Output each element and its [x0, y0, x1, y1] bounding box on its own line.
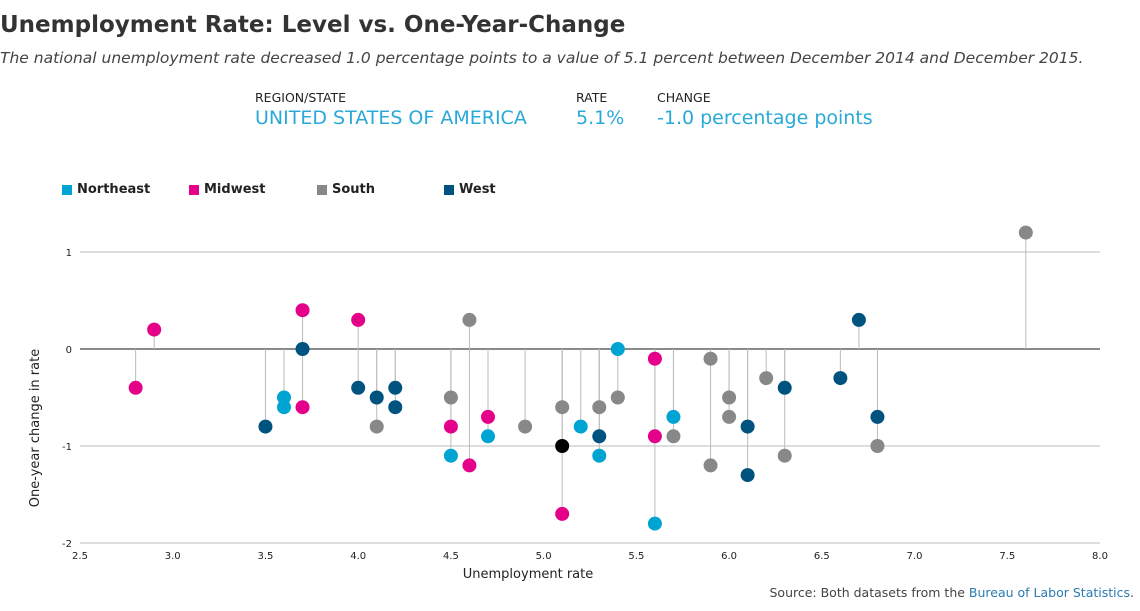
x-tick-label: 5.0 — [536, 551, 552, 562]
y-tick-label: 0 — [66, 345, 72, 356]
source-link[interactable]: Bureau of Labor Statistics — [968, 585, 1131, 600]
y-tick-label: -1 — [62, 442, 72, 453]
data-point-national — [555, 439, 570, 453]
data-point-midwest — [351, 312, 366, 327]
data-point-south — [722, 390, 737, 405]
legend-item-west[interactable]: West — [444, 182, 496, 197]
legend-label-south: South — [332, 182, 376, 197]
legend-label-west: West — [459, 182, 496, 197]
data-point-midwest — [147, 322, 162, 337]
x-tick-label: 4.5 — [443, 551, 459, 562]
data-point-northeast — [277, 400, 291, 415]
source-suffix: . — [1130, 585, 1134, 600]
summary-change: CHANGE -1.0 percentage points — [657, 90, 873, 129]
legend-swatch-south — [317, 184, 327, 195]
data-point-west — [351, 380, 366, 395]
data-point-northeast — [666, 409, 681, 424]
data-point-west — [833, 371, 848, 386]
data-point-south — [518, 419, 533, 434]
region-label: REGION/STATE — [255, 90, 347, 105]
change-label: CHANGE — [657, 90, 711, 105]
data-point-west — [851, 312, 866, 327]
data-point-south — [722, 409, 737, 424]
x-tick-label: 6.0 — [721, 551, 737, 562]
x-tick-label: 5.5 — [628, 551, 644, 562]
data-point-midwest — [295, 400, 310, 415]
data-point-south — [870, 439, 885, 453]
legend-item-midwest[interactable]: Midwest — [189, 182, 265, 197]
data-point-midwest — [462, 458, 477, 473]
legend-swatch-west — [444, 184, 454, 195]
data-point-midwest — [128, 380, 143, 395]
data-point-south — [777, 448, 792, 463]
x-tick-label: 3.0 — [165, 551, 181, 562]
summary-rate: RATE 5.1% — [576, 90, 624, 129]
data-point-northeast — [443, 448, 458, 463]
y-tick-label: 1 — [66, 248, 72, 259]
legend-item-northeast[interactable]: Northeast — [62, 182, 150, 197]
x-tick-label: 6.5 — [814, 551, 830, 562]
data-point-west — [388, 400, 403, 415]
data-point-midwest — [555, 506, 570, 521]
x-tick-label: 7.0 — [907, 551, 923, 562]
data-point-west — [740, 419, 755, 434]
data-point-south — [443, 390, 458, 405]
region-value: UNITED STATES OF AMERICA — [255, 107, 527, 129]
legend-label-midwest: Midwest — [204, 182, 266, 197]
legend-label-northeast: Northeast — [77, 182, 151, 197]
data-point-south — [462, 312, 477, 327]
source-prefix: Source: Both datasets from the — [769, 585, 969, 600]
x-tick-label: 4.0 — [350, 551, 366, 562]
data-point-west — [258, 419, 273, 434]
legend-swatch-northeast — [62, 184, 72, 195]
x-axis-label: Unemployment rate — [463, 567, 593, 582]
data-point-south — [592, 400, 607, 415]
data-point-northeast — [481, 429, 495, 444]
rate-value: 5.1% — [576, 107, 625, 129]
data-point-south — [666, 429, 681, 444]
change-value: -1.0 percentage points — [657, 107, 873, 129]
data-point-northeast — [277, 390, 291, 405]
data-point-west — [388, 380, 403, 395]
x-tick-label: 2.5 — [72, 551, 88, 562]
data-point-midwest — [647, 351, 662, 366]
data-point-west — [777, 380, 792, 395]
source-note: Source: Both datasets from the Bureau of… — [769, 585, 1134, 600]
y-tick-label: -2 — [62, 539, 72, 550]
data-point-south — [369, 419, 384, 434]
data-point-northeast — [647, 516, 662, 531]
data-point-west — [369, 390, 384, 405]
data-point-south — [759, 371, 774, 386]
x-tick-label: 3.5 — [258, 551, 274, 562]
data-point-midwest — [295, 303, 310, 318]
data-point-south — [1018, 225, 1033, 240]
data-point-south — [703, 351, 718, 366]
data-point-midwest — [481, 409, 495, 424]
chart-subtitle: The national unemployment rate decreased… — [0, 49, 1084, 67]
data-point-northeast — [610, 342, 625, 356]
data-point-south — [555, 400, 570, 415]
data-point-northeast — [592, 448, 607, 463]
chart-title: Unemployment Rate: Level vs. One-Year-Ch… — [0, 12, 626, 38]
data-point-south — [703, 458, 718, 473]
data-point-midwest — [443, 419, 458, 434]
x-tick-label: 7.5 — [999, 551, 1015, 562]
data-point-south — [610, 390, 625, 405]
rate-label: RATE — [576, 90, 608, 105]
legend-swatch-midwest — [189, 184, 199, 195]
data-point-northeast — [573, 419, 588, 434]
y-axis-label: One-year change in rate — [28, 349, 43, 507]
data-point-west — [592, 429, 607, 444]
x-tick-label: 8.0 — [1092, 551, 1108, 562]
data-point-west — [295, 342, 310, 356]
data-point-west — [740, 468, 755, 483]
data-point-west — [870, 409, 885, 424]
legend-item-south[interactable]: South — [317, 182, 375, 197]
data-point-midwest — [647, 429, 662, 444]
summary-region: REGION/STATE UNITED STATES OF AMERICA — [255, 90, 527, 129]
